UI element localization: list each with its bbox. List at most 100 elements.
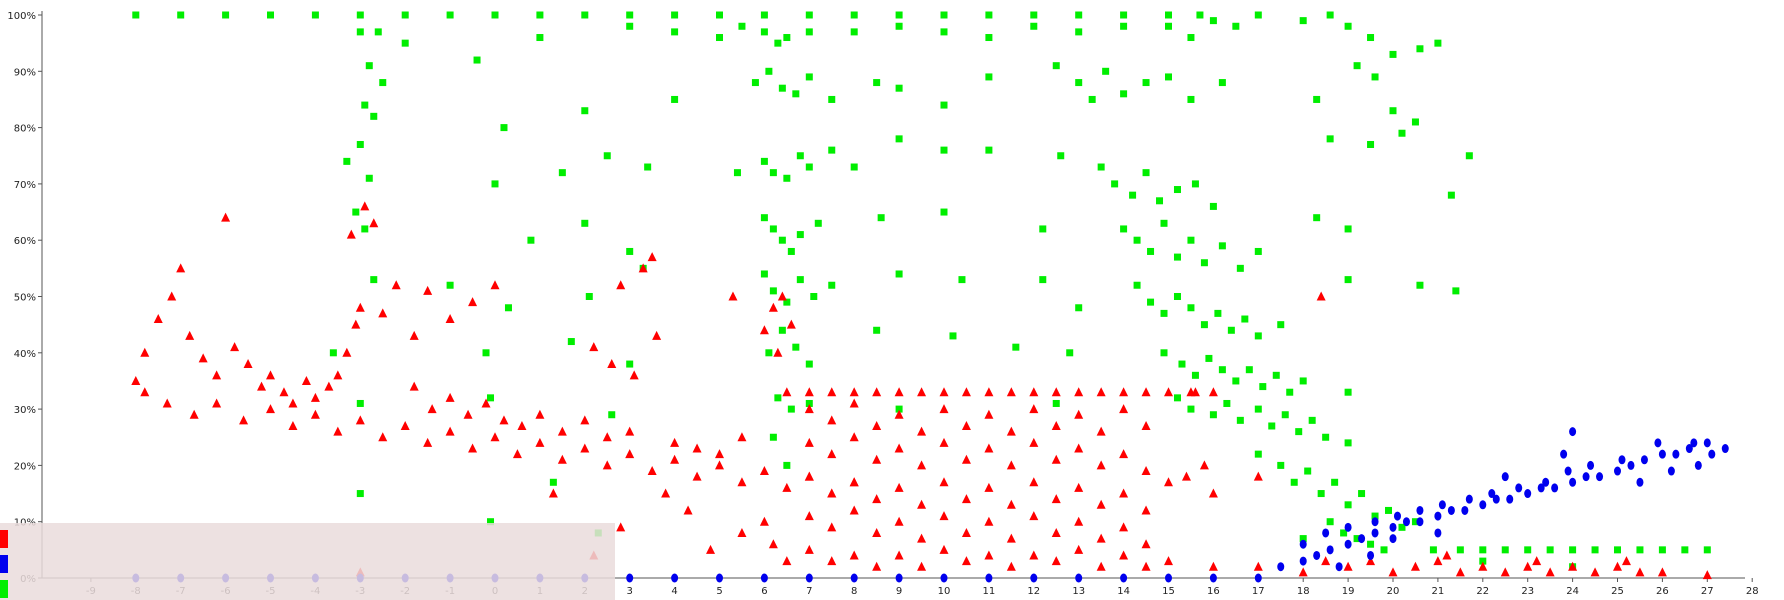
triangle-point xyxy=(849,477,859,487)
triangle-point xyxy=(1343,561,1353,571)
triangle-point xyxy=(427,404,437,414)
square-point xyxy=(1344,501,1352,509)
square-point xyxy=(1272,371,1280,379)
square-point xyxy=(1331,478,1339,486)
square-point xyxy=(805,11,813,19)
triangle-point xyxy=(1455,567,1465,577)
circle-point xyxy=(1299,556,1307,566)
triangle-point xyxy=(849,505,859,515)
circle-point xyxy=(1636,477,1644,487)
circle-point xyxy=(1344,539,1352,549)
square-point xyxy=(356,399,364,407)
triangle-point xyxy=(212,398,222,408)
square-point xyxy=(850,11,858,19)
legend-panel xyxy=(0,523,615,600)
triangle-point xyxy=(1545,567,1555,577)
square-point xyxy=(177,11,185,19)
triangle-point xyxy=(1074,482,1084,492)
square-point xyxy=(783,34,791,42)
circle-point xyxy=(1030,573,1038,583)
triangle-point xyxy=(602,432,612,442)
triangle-point xyxy=(1141,505,1151,515)
square-point xyxy=(1416,45,1424,53)
square-point xyxy=(769,225,777,233)
triangle-point xyxy=(1500,567,1510,577)
square-point xyxy=(1304,467,1312,475)
circle-point xyxy=(1596,472,1604,482)
triangle-point xyxy=(378,432,388,442)
triangle-point xyxy=(239,415,249,425)
square-point xyxy=(1326,135,1334,143)
circle-point xyxy=(1254,573,1262,583)
square-point xyxy=(1295,428,1303,436)
circle-point xyxy=(1614,466,1621,476)
square-point xyxy=(329,349,337,357)
x-tick-label: 24 xyxy=(1566,586,1579,597)
triangle-point xyxy=(827,522,837,532)
circle-point xyxy=(1371,517,1379,527)
x-tick-label: 15 xyxy=(1162,586,1175,597)
square-point xyxy=(132,11,140,19)
square-point xyxy=(1326,11,1334,19)
triangle-point xyxy=(140,387,150,397)
square-point xyxy=(1546,546,1554,554)
square-point xyxy=(778,84,786,92)
triangle-point xyxy=(310,392,320,402)
triangle-point xyxy=(782,556,792,566)
triangle-point xyxy=(939,387,949,397)
square-point xyxy=(940,208,948,216)
triangle-point xyxy=(1523,561,1533,571)
circle-point xyxy=(1515,483,1523,493)
triangle-point xyxy=(490,432,500,442)
triangle-point xyxy=(360,201,370,211)
square-point xyxy=(850,28,858,36)
circle-point xyxy=(1654,438,1662,448)
square-point xyxy=(1308,416,1316,424)
square-point xyxy=(738,22,746,30)
square-point xyxy=(1254,405,1262,413)
square-point xyxy=(1218,366,1226,374)
triangle-point xyxy=(827,488,837,498)
triangle-point xyxy=(279,387,289,397)
x-tick-label: 3 xyxy=(627,586,633,597)
square-point xyxy=(760,157,768,165)
triangle-point xyxy=(1029,550,1039,560)
square-point xyxy=(1389,50,1397,58)
triangle-point xyxy=(652,330,662,340)
triangle-point xyxy=(894,516,904,526)
square-point xyxy=(1299,377,1307,385)
x-tick-label: 25 xyxy=(1611,586,1624,597)
square-point xyxy=(536,11,544,19)
square-point xyxy=(352,208,360,216)
triangle-point xyxy=(288,420,298,430)
square-point xyxy=(1501,546,1509,554)
triangle-point xyxy=(872,420,882,430)
square-point xyxy=(1160,309,1168,317)
triangle-point xyxy=(1208,387,1218,397)
square-point xyxy=(1142,169,1150,177)
triangle-point xyxy=(548,488,558,498)
square-point xyxy=(374,28,382,36)
triangle-point xyxy=(1141,561,1151,571)
triangle-point xyxy=(1141,420,1151,430)
triangle-point xyxy=(984,550,994,560)
triangle-point xyxy=(230,342,240,352)
triangle-point xyxy=(804,387,814,397)
square-point xyxy=(985,34,993,42)
square-point xyxy=(1187,236,1195,244)
y-tick-label: 20% xyxy=(14,461,36,472)
triangle-point xyxy=(1478,561,1488,571)
x-tick-label: 27 xyxy=(1701,586,1714,597)
square-point xyxy=(828,146,836,154)
triangle-point xyxy=(1074,544,1084,554)
series-0 xyxy=(132,11,1711,571)
square-point xyxy=(1187,405,1195,413)
triangle-point xyxy=(409,381,419,391)
square-point xyxy=(1367,140,1375,148)
legend-swatch xyxy=(0,555,8,573)
triangle-point xyxy=(1621,556,1631,566)
circle-point xyxy=(1322,528,1330,538)
square-point xyxy=(1371,73,1379,81)
square-point xyxy=(1039,276,1047,284)
x-tick-label: 21 xyxy=(1432,586,1445,597)
